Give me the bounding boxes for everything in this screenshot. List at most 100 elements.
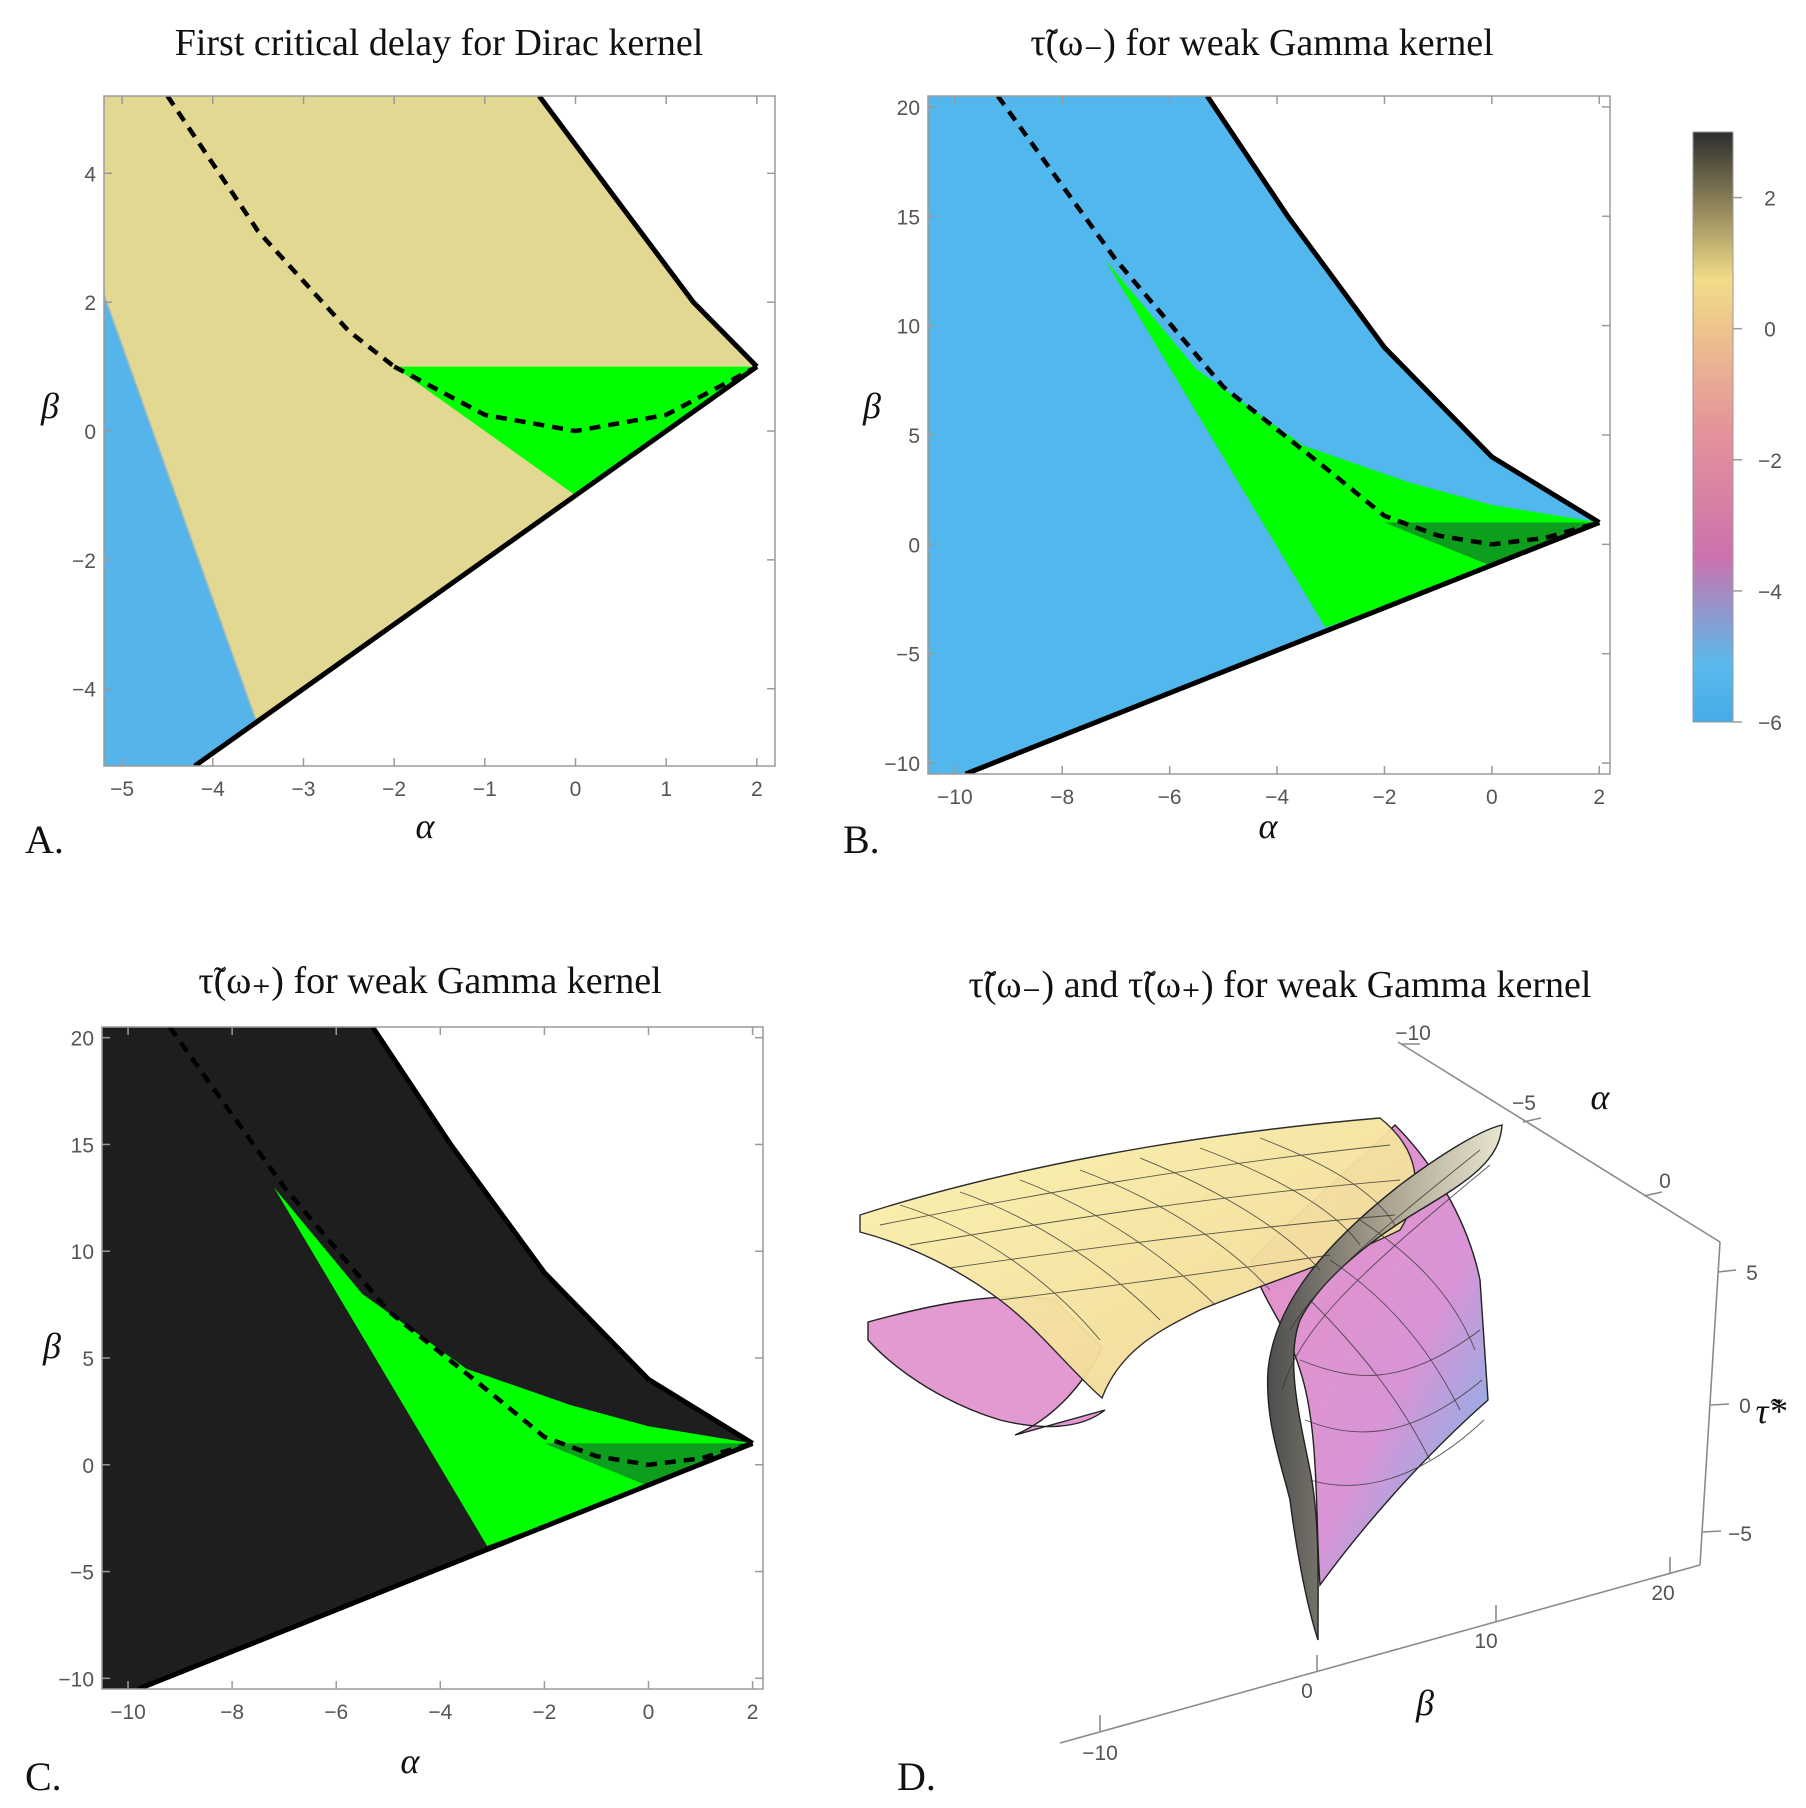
y-tick-label: −10 bbox=[58, 1668, 94, 1691]
x-tick-label: −2 bbox=[1372, 786, 1396, 809]
x-tick-label: −10 bbox=[937, 786, 973, 809]
y-tick-label: −10 bbox=[884, 753, 920, 776]
panel-b-plot bbox=[928, 96, 1601, 774]
panel-b-xlabel: α bbox=[1259, 806, 1279, 846]
panel-c-xlabel: α bbox=[401, 1741, 421, 1781]
x-tick-label: −10 bbox=[110, 1701, 146, 1724]
panel-d-beta-label: β bbox=[1415, 1683, 1434, 1723]
panel-d-label: D. bbox=[897, 1754, 936, 1799]
panel-d-title: τ̃(ω₋) and τ̃(ω₊) for weak Gamma kernel bbox=[969, 964, 1592, 1006]
panel-b: τ̃(ω₋) for weak Gamma kernel −10 −8 −6 −4 −2… bbox=[843, 22, 1611, 862]
panel-c-title: τ̃(ω₊) for weak Gamma kernel bbox=[198, 960, 661, 1002]
panel-d-z-ticks: 5 0 −5 bbox=[1728, 1262, 1758, 1546]
panel-d-z-tick: 0 bbox=[1739, 1395, 1751, 1418]
y-tick-label: 0 bbox=[84, 421, 96, 444]
panel-d-z-label: τ̃* bbox=[1756, 1391, 1787, 1431]
panel-d-beta-tick: 10 bbox=[1474, 1630, 1497, 1653]
y-tick-label: −5 bbox=[896, 644, 920, 667]
panel-c-plot bbox=[102, 1027, 754, 1689]
y-tick-label: −5 bbox=[70, 1562, 94, 1585]
colorbar-tick-label: 0 bbox=[1764, 319, 1776, 342]
panel-d-beta-tick: 0 bbox=[1301, 1680, 1313, 1703]
panel-d-alpha-tick: 0 bbox=[1659, 1170, 1671, 1193]
x-tick-label: 2 bbox=[747, 1701, 759, 1724]
y-tick-label: 10 bbox=[897, 316, 920, 339]
panel-d-alpha-ticks: −10 −5 0 bbox=[1395, 1022, 1671, 1193]
y-tick-label: −4 bbox=[72, 679, 96, 702]
panel-a-axes: −5 −4 −3 −2 −1 0 1 2 −4 −2 0 2 4 bbox=[72, 95, 776, 801]
panel-d-z-tick: −5 bbox=[1728, 1523, 1752, 1546]
panel-d-alpha-label: α bbox=[1591, 1077, 1611, 1117]
colorbar-ticks: 2 0 −2 −4 −6 bbox=[1733, 188, 1782, 735]
lower-boundary-line bbox=[193, 364, 759, 766]
colorbar-tick-label: 2 bbox=[1764, 188, 1776, 211]
y-tick-label: 0 bbox=[82, 1455, 94, 1478]
panel-c-axes: −10 −8 −6 −4 −2 0 2 −10 −5 0 5 10 15 20 bbox=[58, 1026, 764, 1724]
x-tick-label: −3 bbox=[292, 778, 316, 801]
panel-a: First critical delay for Dirac kernel −5… bbox=[25, 22, 776, 862]
y-tick-label: 0 bbox=[908, 534, 920, 557]
gray-sheet bbox=[1266, 1124, 1503, 1641]
x-tick-label: 2 bbox=[1593, 786, 1605, 809]
panel-d-alpha-tick: −5 bbox=[1512, 1092, 1536, 1115]
panel-d-beta-tick: −10 bbox=[1082, 1742, 1118, 1765]
lower-boundary-line bbox=[964, 520, 1601, 774]
x-tick-label: −6 bbox=[1158, 786, 1182, 809]
colorbar-tick-label: −4 bbox=[1758, 581, 1782, 604]
upper-boundary-curve bbox=[370, 1027, 754, 1446]
y-tick-label: 15 bbox=[71, 1134, 94, 1157]
panel-b-axes: −10 −8 −6 −4 −2 0 2 −10 −5 0 5 10 15 20 bbox=[884, 95, 1611, 809]
upper-boundary-curve bbox=[1205, 96, 1601, 525]
panel-a-title: First critical delay for Dirac kernel bbox=[175, 22, 704, 64]
panel-c: τ̃(ω₊) for weak Gamma kernel −10 −8 −6 −4 −2… bbox=[25, 960, 764, 1799]
colorbar: 2 0 −2 −4 −6 bbox=[1692, 131, 1782, 735]
panel-b-label: B. bbox=[843, 817, 880, 862]
upper-boundary-curve bbox=[537, 96, 759, 369]
x-tick-label: −6 bbox=[324, 1701, 348, 1724]
mesh-lines bbox=[879, 1137, 1491, 1486]
panel-a-xlabel: α bbox=[416, 806, 436, 846]
heat-region-overlay bbox=[104, 96, 757, 766]
panel-d-z-tick: 5 bbox=[1746, 1262, 1758, 1285]
panel-a-ylabel: β bbox=[40, 386, 59, 426]
panel-d-box-axes bbox=[1059, 1041, 1737, 1744]
panel-c-ylabel: β bbox=[42, 1326, 61, 1366]
panel-a-label: A. bbox=[25, 817, 64, 862]
x-tick-label: −4 bbox=[428, 1701, 452, 1724]
x-tick-label: −2 bbox=[382, 778, 406, 801]
y-tick-label: 5 bbox=[908, 425, 920, 448]
x-tick-label: 0 bbox=[643, 1701, 655, 1724]
colorbar-tick-label: −2 bbox=[1758, 450, 1782, 473]
dashed-parabola bbox=[393, 364, 758, 434]
y-tick-label: 15 bbox=[897, 206, 920, 229]
y-tick-label: 20 bbox=[71, 1028, 94, 1051]
y-tick-label: 5 bbox=[82, 1348, 94, 1371]
x-tick-label: −1 bbox=[473, 778, 497, 801]
y-tick-label: −2 bbox=[72, 550, 96, 573]
x-tick-label: −2 bbox=[532, 1701, 556, 1724]
x-tick-label: 0 bbox=[570, 778, 582, 801]
panel-d-beta-tick: 20 bbox=[1651, 1582, 1674, 1605]
panel-a-plot bbox=[104, 96, 759, 766]
colorbar-tick-label: −6 bbox=[1758, 712, 1782, 735]
dashed-curve bbox=[995, 96, 1600, 547]
panel-b-title: τ̃(ω₋) for weak Gamma kernel bbox=[1030, 22, 1493, 64]
panel-d-surfaces bbox=[859, 1117, 1503, 1641]
panel-d-beta-ticks: −10 0 10 20 bbox=[1082, 1582, 1674, 1765]
x-tick-label: 2 bbox=[751, 778, 763, 801]
x-tick-label: 1 bbox=[660, 778, 672, 801]
x-tick-label: −5 bbox=[110, 778, 134, 801]
panel-d-alpha-tick: −10 bbox=[1395, 1022, 1431, 1045]
y-tick-label: 10 bbox=[71, 1241, 94, 1264]
y-tick-label: 4 bbox=[84, 163, 96, 186]
y-tick-label: 20 bbox=[897, 97, 920, 120]
panel-b-ylabel: β bbox=[862, 386, 881, 426]
lower-boundary-line bbox=[137, 1441, 754, 1689]
x-tick-label: −4 bbox=[1265, 786, 1289, 809]
panel-d: τ̃(ω₋) and τ̃(ω₊) for weak Gamma kernel … bbox=[859, 964, 1787, 1799]
dashed-curve bbox=[167, 1027, 754, 1468]
x-tick-label: −8 bbox=[220, 1701, 244, 1724]
y-tick-label: 2 bbox=[84, 292, 96, 315]
x-tick-label: −8 bbox=[1050, 786, 1074, 809]
